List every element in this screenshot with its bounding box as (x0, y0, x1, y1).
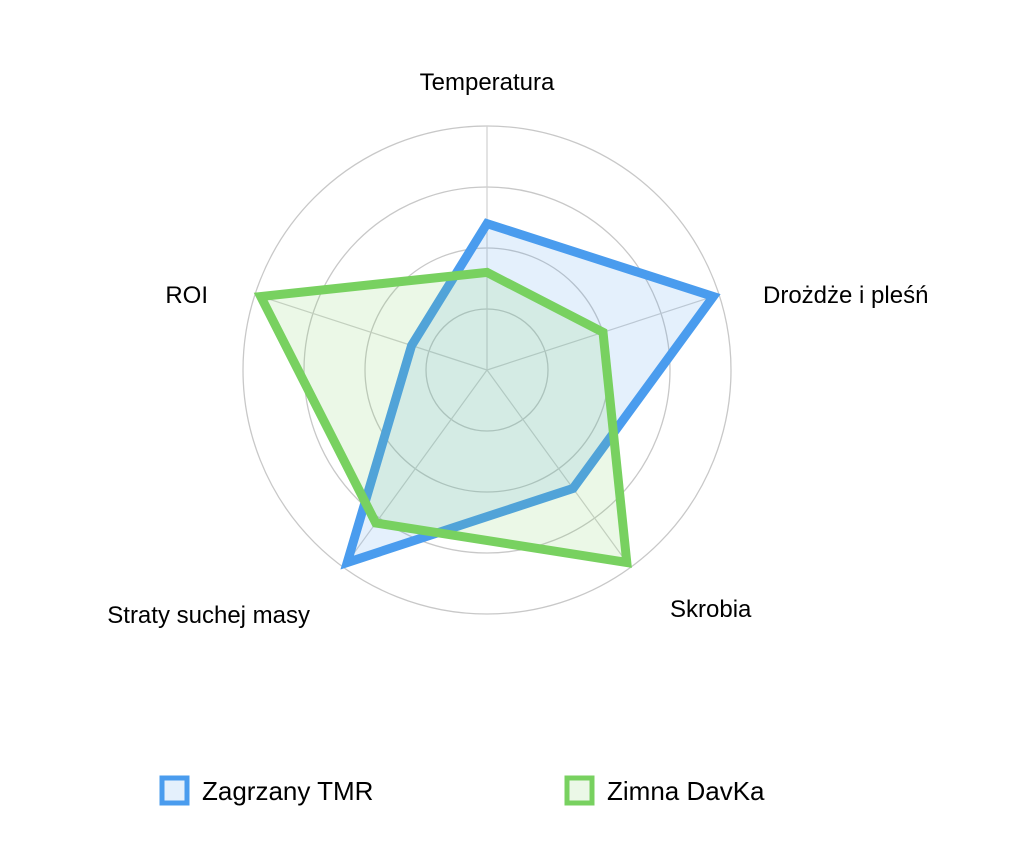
axis-labels: Temperatura Drożdże i pleśń Skrobia Stra… (107, 69, 928, 629)
legend-swatch-zimna-davka (564, 775, 595, 806)
grid-spoke (486, 369, 631, 568)
axis-label-drozdze-i-plesn: Drożdże i pleśń (763, 282, 928, 309)
radar-series (253, 218, 721, 570)
legend-label-zagrzany-tmr: Zagrzany TMR (202, 776, 373, 806)
axis-label-straty-suchej-masy: Straty suchej masy (107, 602, 310, 629)
axis-label-roi: ROI (165, 282, 208, 309)
legend: Zagrzany TMR Zimna DavKa (159, 775, 765, 806)
series-polygon-0 (340, 218, 721, 570)
legend-item-zagrzany-tmr[interactable]: Zagrzany TMR (159, 775, 373, 806)
grid-spoke (254, 294, 488, 371)
axis-label-skrobia: Skrobia (670, 596, 752, 623)
legend-label-zimna-davka: Zimna DavKa (607, 776, 765, 806)
axis-label-temperatura: Temperatura (420, 69, 555, 96)
grid-spoke (343, 369, 488, 568)
legend-item-zimna-davka[interactable]: Zimna DavKa (564, 775, 765, 806)
series-polygon-1 (253, 267, 632, 568)
radar-grid (242, 125, 732, 615)
legend-swatch-zagrzany-tmr (159, 775, 190, 806)
